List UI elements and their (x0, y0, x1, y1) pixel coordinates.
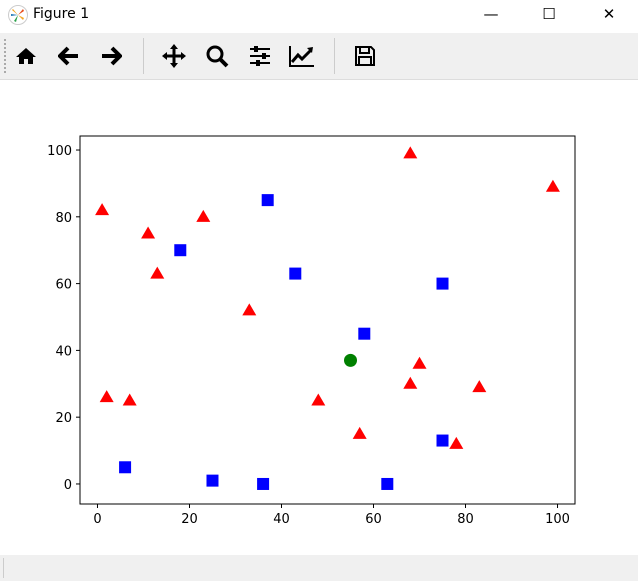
scatter-plot[interactable]: 0 20 40 60 80 100 0 20 40 60 80 100 (0, 80, 638, 555)
square-point (358, 327, 371, 340)
y-tick-label: 40 (55, 344, 72, 359)
y-tick-label: 0 (64, 478, 72, 493)
triangle-point (95, 203, 110, 216)
save-button[interactable] (351, 42, 379, 70)
y-tick-label: 60 (55, 278, 72, 293)
x-tick-label: 40 (273, 512, 290, 527)
circle-point (344, 353, 358, 367)
triangle-point (449, 436, 464, 449)
y-tick-label: 80 (55, 211, 72, 226)
triangle-point (412, 356, 427, 369)
back-button[interactable] (55, 42, 83, 70)
square-point (436, 434, 449, 447)
edit-axes-button[interactable] (288, 42, 316, 70)
triangle-point (352, 426, 367, 439)
y-tick-label: 20 (55, 411, 72, 426)
status-bar (0, 555, 638, 581)
title-bar: Figure 1 — ☐ ✕ (0, 0, 638, 32)
configure-subplots-icon (250, 46, 270, 66)
square-point (381, 477, 394, 490)
axes-frame (79, 135, 576, 505)
forward-icon (102, 46, 122, 66)
maximize-button[interactable]: ☐ (542, 5, 556, 23)
triangle-point (99, 390, 114, 403)
window-title: Figure 1 (33, 6, 90, 22)
triangle-point (122, 393, 137, 406)
triangle-point (141, 226, 156, 239)
square-point (289, 267, 302, 280)
x-tick-label: 60 (365, 512, 382, 527)
triangle-point (150, 266, 165, 279)
triangle-point (403, 146, 418, 159)
x-tick-label: 80 (457, 512, 474, 527)
save-icon (355, 46, 375, 66)
triangle-point (196, 209, 211, 222)
toolbar-separator (334, 38, 335, 74)
square-point (436, 277, 449, 290)
close-button[interactable]: ✕ (602, 5, 616, 23)
triangle-point (311, 393, 326, 406)
minimize-button[interactable]: — (483, 5, 499, 23)
triangle-point (403, 376, 418, 389)
square-point (174, 244, 187, 257)
x-tick-label: 20 (181, 512, 198, 527)
x-tick-label: 100 (545, 512, 570, 527)
app-logo-icon (8, 5, 28, 25)
zoom-icon (206, 45, 229, 68)
toolbar-grip[interactable] (4, 39, 8, 73)
home-icon (16, 48, 36, 64)
square-point (119, 461, 132, 474)
forward-button[interactable] (97, 42, 125, 70)
back-icon (58, 46, 78, 66)
square-point (261, 194, 274, 207)
triangle-point (242, 303, 257, 316)
square-point (206, 474, 219, 487)
navigation-toolbar (0, 33, 638, 80)
status-divider (3, 558, 6, 578)
triangle-point (472, 380, 487, 393)
y-tick-label: 100 (47, 144, 72, 159)
x-tick-label: 0 (93, 512, 101, 527)
triangle-point (545, 179, 560, 192)
pan-icon (162, 44, 186, 68)
home-button[interactable] (12, 42, 40, 70)
configure-subplots-button[interactable] (246, 42, 274, 70)
toolbar-separator (143, 38, 144, 74)
edit-axes-icon (289, 46, 314, 67)
zoom-button[interactable] (203, 42, 231, 70)
pan-button[interactable] (160, 42, 188, 70)
square-point (257, 477, 270, 490)
